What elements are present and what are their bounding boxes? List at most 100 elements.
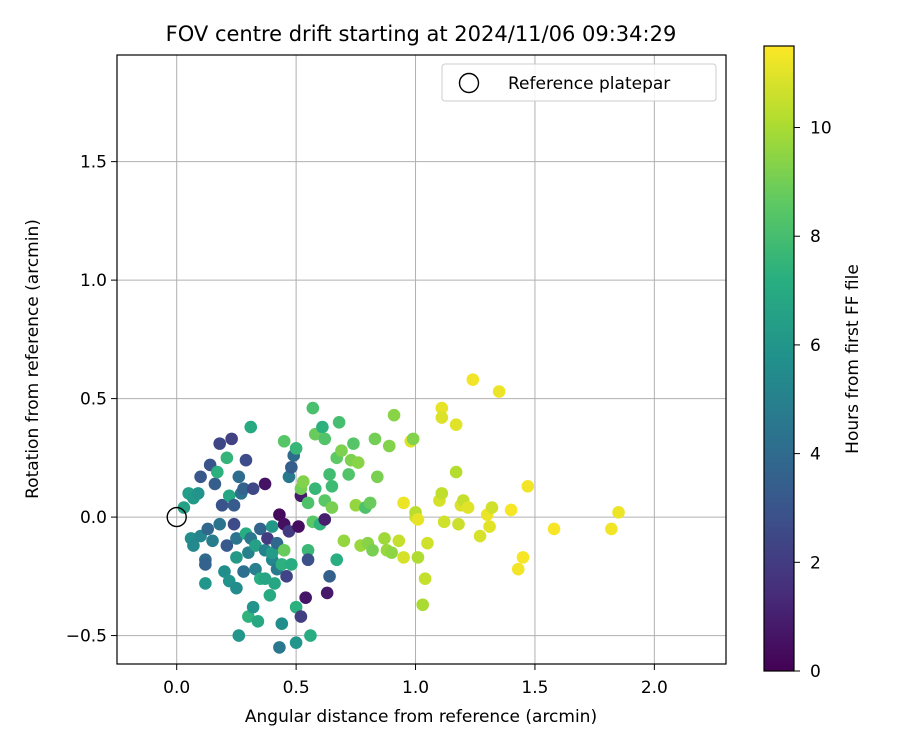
data-point <box>301 496 315 510</box>
data-point <box>605 522 618 536</box>
data-point <box>187 539 200 552</box>
data-point <box>237 565 250 578</box>
x-tick-label: 1.5 <box>521 678 548 698</box>
colorbar: 0 2 4 6 8 10 Hours from first FF file <box>763 45 863 682</box>
x-tick-label: 2.0 <box>641 678 668 698</box>
data-point <box>249 562 262 576</box>
data-point <box>265 520 279 533</box>
data-point <box>289 442 303 455</box>
plot-frame <box>116 54 727 665</box>
data-point <box>242 610 255 623</box>
data-point <box>511 562 525 576</box>
data-point <box>392 534 406 548</box>
data-point <box>199 577 212 590</box>
y-tick-label: 0.5 <box>80 390 107 410</box>
y-tick-label: 1.0 <box>80 271 107 291</box>
data-point <box>220 451 234 465</box>
data-point <box>612 506 625 519</box>
data-points <box>177 373 625 654</box>
data-point <box>230 532 243 545</box>
data-point <box>521 479 535 493</box>
data-point <box>227 517 241 531</box>
data-point <box>452 517 465 531</box>
data-point <box>280 570 293 583</box>
data-point <box>244 420 258 434</box>
data-point <box>299 591 312 604</box>
data-point <box>437 515 451 529</box>
data-point <box>199 558 212 571</box>
colorbar-tick-label: 10 <box>810 119 832 139</box>
data-point <box>318 432 332 446</box>
data-point <box>201 522 215 536</box>
data-point <box>397 551 410 564</box>
data-point <box>220 539 234 552</box>
data-point <box>347 437 360 450</box>
grid-lines <box>117 55 726 664</box>
y-axis-ticks: −0.5 0.0 0.5 1.0 1.5 <box>66 153 117 647</box>
data-point <box>230 581 243 595</box>
data-point <box>516 551 530 564</box>
data-point <box>382 439 396 453</box>
data-point <box>547 522 561 536</box>
data-point <box>246 482 260 495</box>
x-tick-label: 0.5 <box>283 678 310 698</box>
data-point <box>342 468 355 481</box>
data-point <box>301 553 315 567</box>
data-point <box>366 543 379 557</box>
data-point <box>208 477 222 491</box>
x-tick-label: 1.0 <box>402 678 429 698</box>
data-point <box>215 498 229 512</box>
data-point <box>406 432 420 446</box>
data-point <box>387 408 401 422</box>
data-point <box>337 534 351 548</box>
data-point <box>323 468 336 481</box>
x-axis-ticks: 0.0 0.5 1.0 1.5 2.0 <box>163 664 668 698</box>
data-point <box>449 465 463 479</box>
data-point <box>268 577 281 590</box>
data-point <box>258 477 272 491</box>
y-tick-label: 1.5 <box>80 153 107 173</box>
data-point <box>277 543 291 557</box>
data-point <box>191 487 205 500</box>
data-point <box>218 565 231 578</box>
data-point <box>277 434 291 448</box>
y-axis-label: Rotation from reference (arcmin) <box>23 219 43 499</box>
data-point <box>421 536 434 550</box>
data-point <box>292 520 305 533</box>
data-point <box>253 522 267 536</box>
data-point <box>289 600 303 614</box>
data-point <box>177 501 191 514</box>
legend-marker <box>458 72 480 94</box>
data-point <box>230 551 243 564</box>
data-point <box>330 553 344 567</box>
reference-marker <box>166 506 187 528</box>
data-point <box>306 401 320 415</box>
y-tick-label: −0.5 <box>66 627 107 647</box>
reference-platepar-marker <box>166 506 187 528</box>
data-point <box>206 534 219 548</box>
data-point <box>318 513 332 526</box>
data-point <box>435 487 449 500</box>
data-point <box>285 558 298 571</box>
data-point <box>320 586 334 600</box>
data-point <box>483 520 496 533</box>
data-point <box>285 461 298 474</box>
data-point <box>332 415 346 429</box>
data-point <box>251 615 265 628</box>
data-point <box>282 470 296 484</box>
data-point <box>261 532 274 545</box>
data-point <box>335 444 348 458</box>
data-point <box>225 432 238 446</box>
data-point <box>418 572 432 585</box>
colorbar-tick-label: 4 <box>810 445 821 465</box>
data-point <box>263 588 277 602</box>
data-point <box>363 496 377 510</box>
colorbar-tick-label: 8 <box>810 227 821 247</box>
legend: Reference platepar <box>441 63 717 102</box>
data-point <box>294 610 308 623</box>
data-point <box>301 543 315 557</box>
data-point <box>316 420 329 434</box>
data-point <box>239 453 253 467</box>
data-point <box>504 503 518 517</box>
